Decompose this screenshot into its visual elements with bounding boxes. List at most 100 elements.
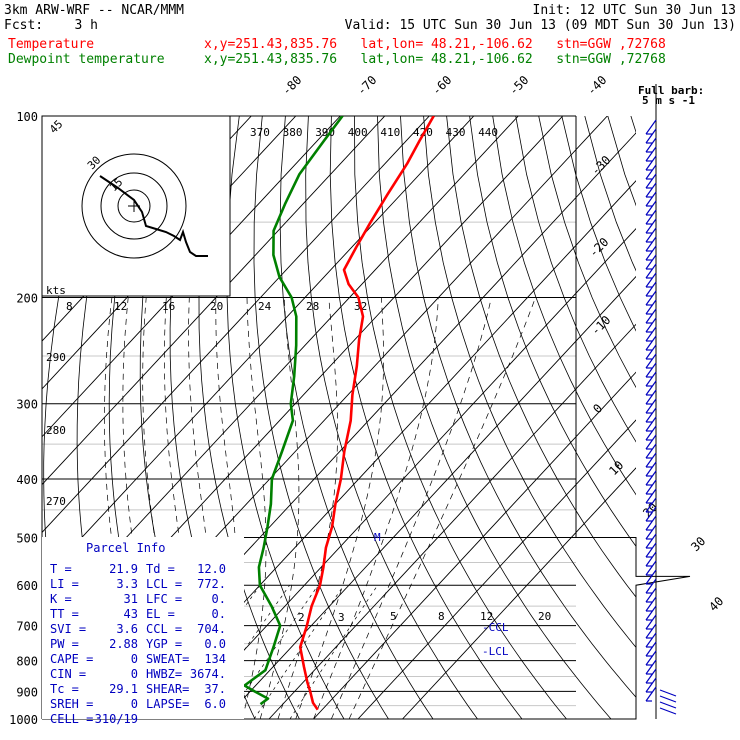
dry-adiabat bbox=[584, 116, 636, 272]
theta-label: 380 bbox=[283, 126, 303, 139]
pressure-label-500: 500 bbox=[16, 531, 38, 545]
wind-barb bbox=[645, 605, 657, 621]
parcel-value: 0. bbox=[212, 607, 226, 621]
parcel-key: PW = bbox=[50, 637, 79, 651]
parcel-value: 0. bbox=[212, 592, 226, 606]
parcel-key: HWBZ= bbox=[146, 667, 182, 681]
barb-staff bbox=[645, 245, 657, 261]
parcel-info-box: Parcel Info T = 21.9 Td = 12.0 LI = 3.3 LCL = 77… bbox=[42, 537, 244, 726]
speed-label: 12 bbox=[114, 300, 127, 313]
barb-staff bbox=[645, 560, 657, 576]
valid-time: Valid: 15 UTC Sun 30 Jun 13 (09 MDT Sun … bbox=[345, 18, 736, 33]
theta-left-label: 290 bbox=[46, 351, 66, 364]
hodograph-kts-label: kts bbox=[46, 284, 66, 297]
mixing-ratio-line bbox=[289, 585, 378, 719]
isotherm-label: -50 bbox=[506, 73, 531, 98]
wind-barb bbox=[645, 164, 657, 180]
dry-adiabat bbox=[469, 116, 636, 548]
pressure-label-700: 700 bbox=[16, 620, 38, 634]
wind-barb bbox=[645, 218, 657, 234]
pressure-label-400: 400 bbox=[16, 473, 38, 487]
hodograph-ring bbox=[100, 172, 168, 240]
isotherm bbox=[42, 116, 341, 438]
barb-staff bbox=[645, 371, 657, 387]
wind-barb bbox=[645, 362, 657, 378]
wind-barb bbox=[645, 209, 657, 225]
barb-header-units: 5 m s -1 bbox=[642, 94, 695, 107]
wind-barb bbox=[645, 335, 657, 351]
wind-barb bbox=[645, 380, 657, 396]
barb-staff bbox=[645, 137, 657, 153]
wind-barb bbox=[645, 497, 657, 513]
barb-staff bbox=[645, 416, 657, 432]
parcel-value: 37. bbox=[204, 682, 226, 696]
barb-staff bbox=[645, 362, 657, 378]
wind-barb bbox=[645, 506, 657, 522]
wind-barb bbox=[645, 542, 657, 558]
init-time: Init: 12 UTC Sun 30 Jun 13 bbox=[533, 3, 737, 18]
barb-staff bbox=[645, 578, 657, 594]
wind-barb bbox=[645, 659, 657, 675]
barb-staff bbox=[645, 497, 657, 513]
wind-barb bbox=[645, 326, 657, 342]
dry-adiabat bbox=[329, 116, 523, 719]
parcel-value: 43 bbox=[124, 607, 138, 621]
barb-staff bbox=[645, 659, 657, 675]
isotherm bbox=[42, 116, 386, 486]
wind-barb bbox=[645, 515, 657, 531]
wind-barb bbox=[645, 299, 657, 315]
wind-barb bbox=[645, 632, 657, 648]
moist-adiabat bbox=[259, 297, 300, 719]
barb-staff bbox=[645, 515, 657, 531]
pressure-label-900: 900 bbox=[16, 685, 38, 699]
pressure-label-100: 100 bbox=[16, 110, 38, 124]
wind-barb bbox=[645, 587, 657, 603]
wind-barb bbox=[645, 668, 657, 684]
wind-barb bbox=[645, 677, 657, 693]
wind-barb bbox=[645, 191, 657, 207]
dewpoint-location: x,y=251.43,835.76 lat,lon= 48.21,-106.62… bbox=[204, 52, 666, 67]
barb-staff bbox=[645, 281, 657, 297]
wind-barb bbox=[645, 236, 657, 252]
barb-staff bbox=[645, 506, 657, 522]
barb-staff bbox=[645, 317, 657, 333]
isotherm-label: 40 bbox=[706, 594, 726, 614]
wind-barb bbox=[645, 353, 657, 369]
parcel-key: Tc = bbox=[50, 682, 79, 696]
isotherm-label: -40 bbox=[584, 73, 609, 98]
low-barb bbox=[659, 707, 677, 715]
barb-staff bbox=[645, 632, 657, 648]
model-title: 3km ARW-WRF -- NCAR/MMM bbox=[4, 3, 184, 18]
barb-staff bbox=[645, 461, 657, 477]
wind-barb bbox=[645, 254, 657, 270]
dry-adiabat bbox=[354, 116, 567, 719]
pressure-label-1000: 1000 bbox=[9, 713, 38, 727]
barb-staff bbox=[645, 605, 657, 621]
barb-staff bbox=[645, 209, 657, 225]
parcel-key: CIN = bbox=[50, 667, 86, 681]
barb-staff bbox=[645, 155, 657, 171]
barb-staff bbox=[645, 524, 657, 540]
dry-adiabat bbox=[226, 116, 345, 719]
isotherm-label: -70 bbox=[354, 73, 379, 98]
dewpoint-legend: Dewpoint temperature bbox=[8, 52, 165, 67]
barb-staff bbox=[645, 470, 657, 486]
isotherm bbox=[42, 116, 430, 534]
wind-barb bbox=[645, 443, 657, 459]
isotherm-label: -80 bbox=[279, 73, 304, 98]
parcel-title: Parcel Info bbox=[86, 541, 165, 555]
frame-right bbox=[42, 116, 691, 720]
barb-staff bbox=[645, 146, 657, 162]
barb-staff bbox=[645, 623, 657, 639]
wind-barb bbox=[645, 119, 657, 135]
pressure-label-300: 300 bbox=[16, 398, 38, 412]
wind-barb bbox=[645, 416, 657, 432]
pressure-label-600: 600 bbox=[16, 579, 38, 593]
isotherm bbox=[313, 371, 636, 719]
dry-adiabat bbox=[446, 116, 636, 598]
barb-staff bbox=[645, 641, 657, 657]
barb-staff bbox=[645, 614, 657, 630]
wind-barb bbox=[645, 146, 657, 162]
